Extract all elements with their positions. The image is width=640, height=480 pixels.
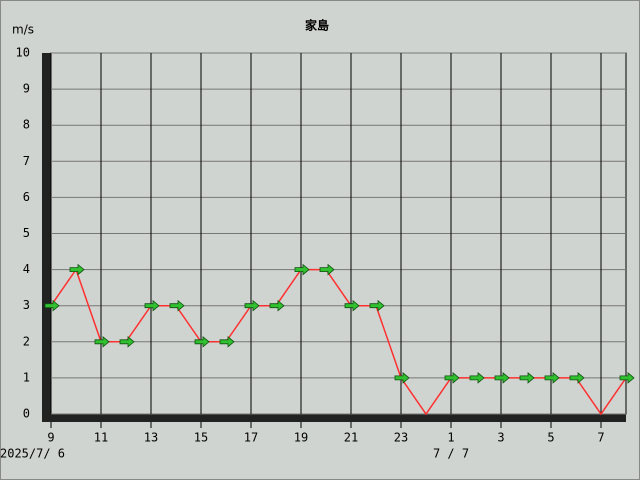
y-tick-label: 10 [16, 46, 30, 60]
wind-arrow [294, 263, 310, 276]
y-tick-label: 5 [23, 226, 30, 240]
wind-arrow [169, 299, 185, 312]
y-tick-label: 2 [23, 334, 30, 348]
wind-arrow [219, 335, 235, 348]
wind-arrow [494, 372, 510, 384]
y-tick-label: 7 [23, 154, 30, 168]
wind-arrow [344, 299, 360, 312]
wind-arrow [144, 299, 160, 312]
x-tick-label: 17 [244, 431, 258, 445]
wind-arrow [619, 372, 635, 384]
wind-arrow [444, 372, 460, 384]
wind-arrow [469, 372, 485, 384]
y-axis-label: m/s [12, 23, 34, 37]
wind-arrow [269, 299, 285, 312]
shadow [42, 53, 51, 421]
y-tick-label: 9 [23, 82, 30, 96]
wind-arrow [194, 335, 210, 348]
x-tick-label: 3 [497, 431, 504, 445]
x-tick-label: 5 [547, 431, 554, 445]
x-tick-label: 21 [344, 431, 358, 445]
shadow [42, 414, 626, 422]
wind-arrow [569, 372, 585, 384]
wind-arrow [44, 299, 60, 312]
y-tick-label: 8 [23, 118, 30, 132]
wind-arrow [369, 299, 385, 312]
y-tick-label: 1 [23, 370, 30, 384]
y-tick-label: 3 [23, 298, 30, 312]
x-tick-label: 11 [94, 431, 108, 445]
x-tick-label: 15 [194, 431, 208, 445]
y-tick-label: 4 [23, 262, 30, 276]
wind-arrow [394, 372, 410, 384]
wind-arrow [319, 263, 335, 276]
x-tick-label: 1 [447, 431, 454, 445]
wind-arrow [119, 335, 135, 348]
x-tick-label: 19 [294, 431, 308, 445]
wind-arrow [94, 335, 110, 348]
x-tick-label: 7 [597, 431, 604, 445]
x-tick-label: 23 [394, 431, 408, 445]
x-tick-label: 9 [47, 431, 54, 445]
date-label: 2025/7/ 6 [0, 447, 65, 461]
y-tick-label: 0 [23, 407, 30, 421]
wind-arrow [519, 372, 535, 384]
wind-arrow [69, 263, 85, 276]
y-tick-label: 6 [23, 190, 30, 204]
chart-title: 家島 [305, 18, 329, 33]
wind-arrow [244, 299, 260, 312]
date-label: 7 / 7 [433, 447, 469, 461]
wind-arrow [544, 372, 560, 384]
x-tick-label: 13 [144, 431, 158, 445]
